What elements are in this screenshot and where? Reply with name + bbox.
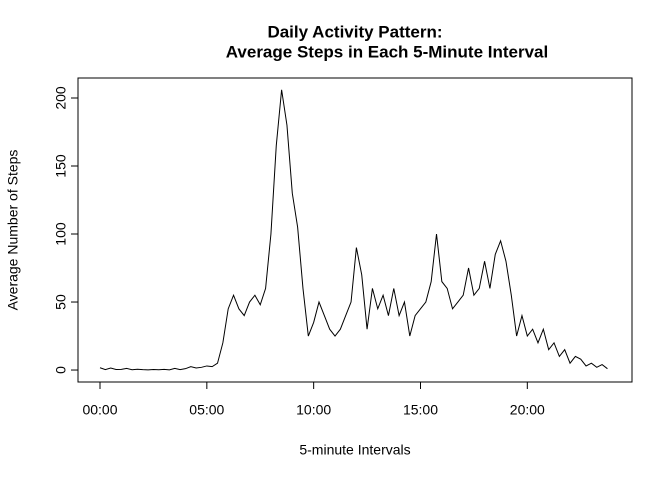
y-tick-label: 0	[53, 366, 69, 374]
chart-title-line: Daily Activity Pattern:	[267, 22, 442, 41]
data-line	[99, 89, 608, 371]
y-tick-label: 100	[53, 222, 69, 246]
x-tick-label: 15:00	[403, 402, 438, 418]
x-tick-label: 10:00	[296, 402, 331, 418]
chart-title-line: Average Steps in Each 5-Minute Interval	[226, 42, 548, 61]
x-tick-label: 05:00	[189, 402, 224, 418]
x-tick-label: 20:00	[510, 402, 545, 418]
y-tick-label: 50	[53, 294, 69, 310]
y-tick-label: 150	[53, 154, 69, 178]
x-tick-label: 00:00	[82, 402, 117, 418]
y-tick-label: 200	[53, 86, 69, 110]
y-axis-label: Average Number of Steps	[5, 150, 21, 311]
plot-box	[77, 77, 633, 383]
x-axis-label: 5-minute Intervals	[299, 442, 410, 458]
